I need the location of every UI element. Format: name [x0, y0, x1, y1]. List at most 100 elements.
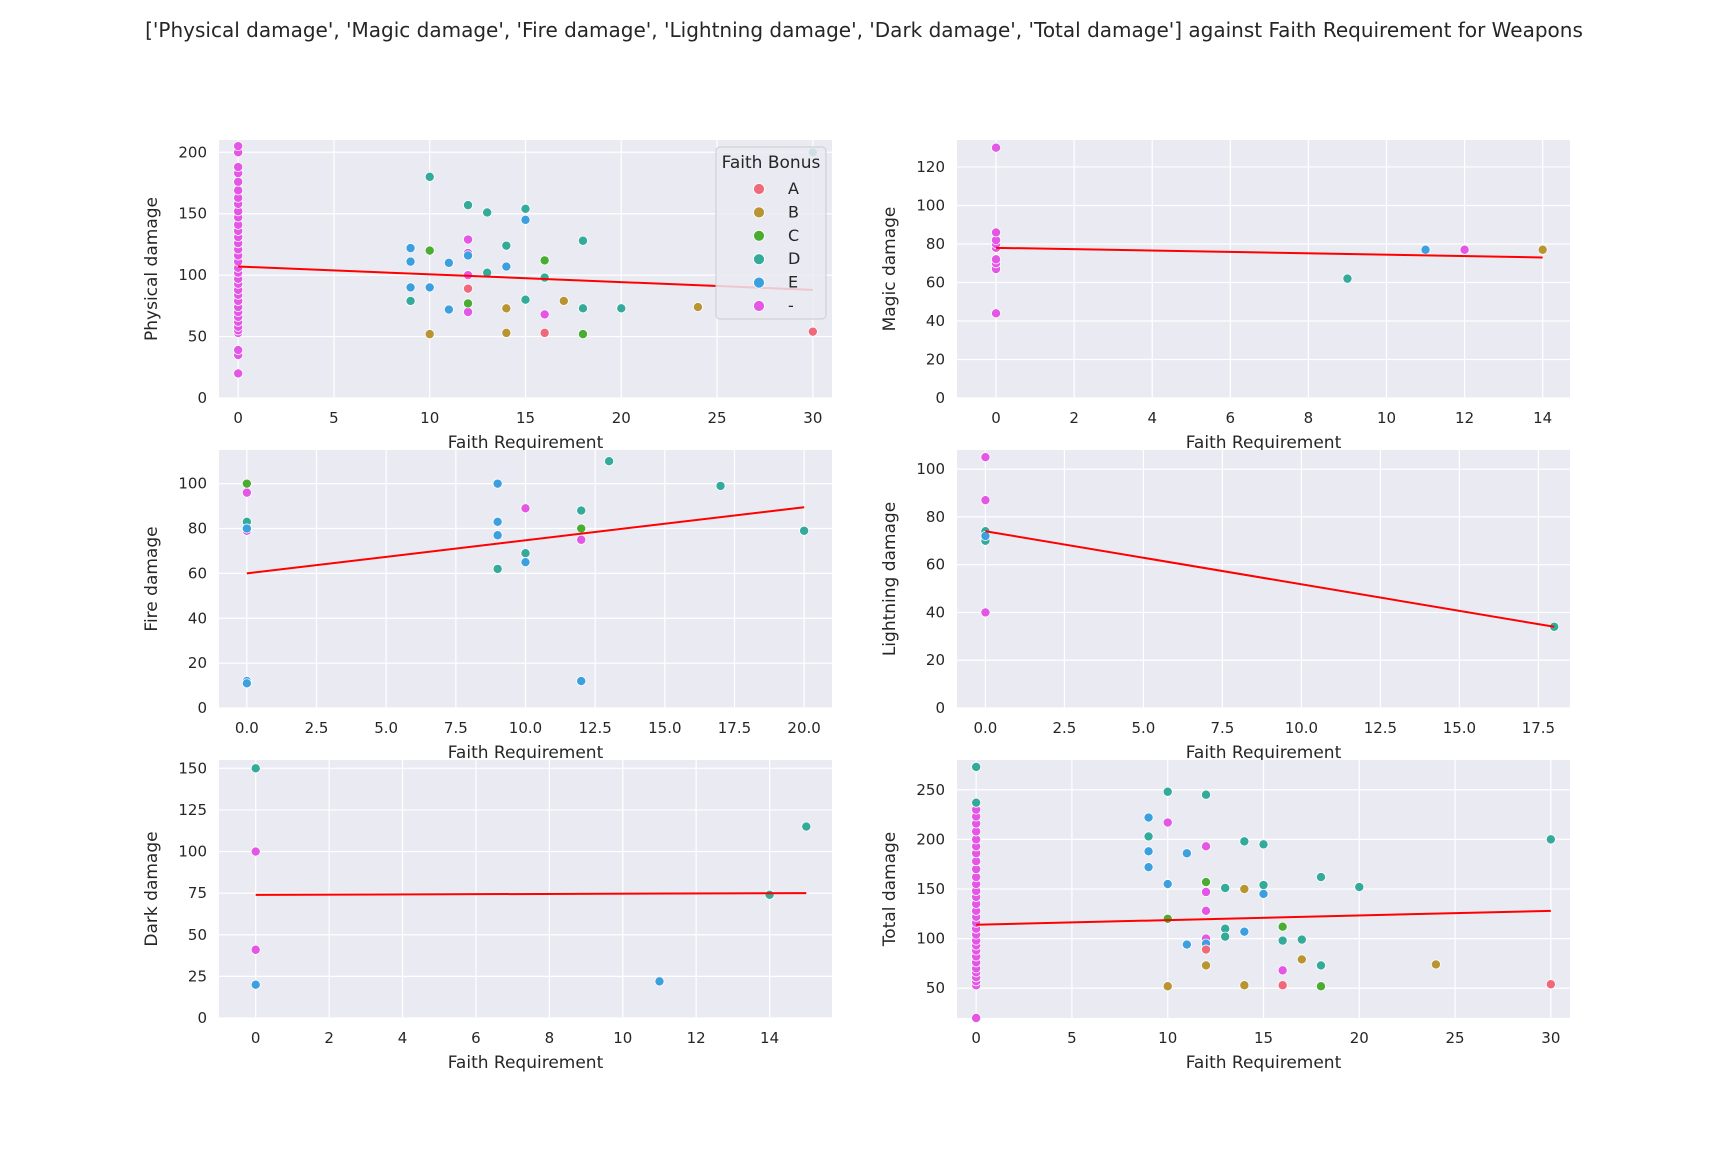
x-tick-label: 10: [613, 1029, 632, 1047]
y-tick-label: 40: [926, 603, 945, 621]
data-point: [492, 516, 503, 527]
data-point: [1181, 939, 1192, 950]
data-point: [980, 452, 991, 463]
y-tick-label: 125: [178, 801, 207, 819]
x-tick-label: 12.5: [578, 719, 611, 737]
data-point: [1220, 931, 1231, 942]
y-tick-label: 150: [178, 759, 207, 777]
data-point: [1220, 883, 1231, 894]
data-point: [1162, 817, 1173, 828]
x-tick-label: 10: [1377, 409, 1396, 427]
x-tick-label: 10: [1158, 1029, 1177, 1047]
data-point: [539, 255, 550, 266]
data-point: [463, 306, 474, 317]
data-point: [424, 171, 435, 182]
data-point: [482, 207, 493, 218]
legend-box: [715, 146, 827, 320]
y-tick-label: 150: [178, 205, 207, 223]
data-point: [405, 256, 416, 267]
legend-entry-label: B: [788, 202, 799, 221]
y-tick-label: 100: [916, 460, 945, 478]
x-tick-label: 12: [687, 1029, 706, 1047]
data-point: [604, 456, 615, 467]
data-point: [1420, 244, 1431, 255]
data-point: [980, 531, 991, 542]
y-tick-label: 0: [935, 699, 945, 717]
x-axis-label: Faith Requirement: [448, 433, 604, 453]
data-point: [1162, 879, 1173, 890]
x-axis-label: Faith Requirement: [1186, 743, 1342, 763]
data-point: [991, 308, 1002, 319]
x-tick-label: 4: [1147, 409, 1157, 427]
y-axis-label: Fire damage: [142, 526, 162, 631]
subplot-1: 0 5 10 15 20 25 30 0 50 100 150 200 Faith Requiremen…: [142, 140, 832, 453]
data-point: [443, 304, 454, 315]
data-point: [980, 607, 991, 618]
data-point: [1258, 839, 1269, 850]
data-point: [1201, 905, 1212, 916]
y-tick-label: 75: [188, 884, 207, 902]
x-tick-label: 0: [233, 409, 243, 427]
data-point: [1258, 880, 1269, 891]
x-tick-label: 15: [516, 409, 535, 427]
y-tick-label: 80: [188, 520, 207, 538]
data-point: [1201, 944, 1212, 955]
y-tick-label: 200: [916, 830, 945, 848]
y-tick-label: 25: [188, 967, 207, 985]
legend-marker: [753, 276, 765, 289]
x-tick-label: 12: [1455, 409, 1474, 427]
data-point: [539, 272, 550, 283]
data-point: [1201, 960, 1212, 971]
data-point: [616, 303, 627, 314]
data-point: [539, 309, 550, 320]
x-axis-label: Faith Requirement: [448, 743, 604, 763]
data-point: [1239, 836, 1250, 847]
data-point: [1201, 877, 1212, 888]
data-point: [1162, 786, 1173, 797]
y-tick-label: 40: [188, 609, 207, 627]
data-point: [654, 976, 665, 987]
y-tick-label: 50: [926, 979, 945, 997]
data-point: [1181, 848, 1192, 859]
x-tick-label: 20: [612, 409, 631, 427]
x-tick-label: 4: [398, 1029, 408, 1047]
data-point: [801, 821, 812, 832]
x-tick-label: 5: [329, 409, 339, 427]
trend-line: [996, 246, 1543, 259]
y-tick-label: 80: [926, 508, 945, 526]
data-point: [424, 282, 435, 293]
y-tick-label: 0: [197, 389, 207, 407]
data-point: [799, 525, 810, 536]
data-point: [501, 303, 512, 314]
y-tick-label: 60: [926, 556, 945, 574]
x-tick-label: 2: [324, 1029, 334, 1047]
y-axis-label: Lightning damage: [880, 502, 900, 656]
data-point: [971, 761, 982, 772]
y-tick-label: 200: [178, 143, 207, 161]
data-point: [1277, 965, 1288, 976]
data-point: [250, 763, 261, 774]
x-tick-label: 5.0: [1131, 719, 1155, 737]
x-tick-label: 6: [471, 1029, 481, 1047]
data-point: [1296, 934, 1307, 945]
legend-marker: [753, 183, 765, 195]
y-tick-label: 80: [926, 235, 945, 253]
y-tick-label: 20: [188, 654, 207, 672]
data-point: [692, 302, 703, 313]
data-point: [250, 944, 261, 955]
data-point: [520, 557, 531, 568]
data-point: [715, 480, 726, 491]
data-point: [576, 676, 587, 687]
y-tick-label: 60: [188, 564, 207, 582]
x-axis-label: Faith Requirement: [1186, 433, 1342, 453]
data-point: [1277, 935, 1288, 946]
data-point: [576, 523, 587, 534]
data-point: [980, 495, 991, 506]
x-tick-label: 7.5: [1210, 719, 1234, 737]
data-point: [991, 254, 1002, 265]
x-tick-label: 15.0: [1443, 719, 1476, 737]
y-axis-label: Magic damage: [880, 207, 900, 332]
legend-marker: [753, 300, 765, 312]
